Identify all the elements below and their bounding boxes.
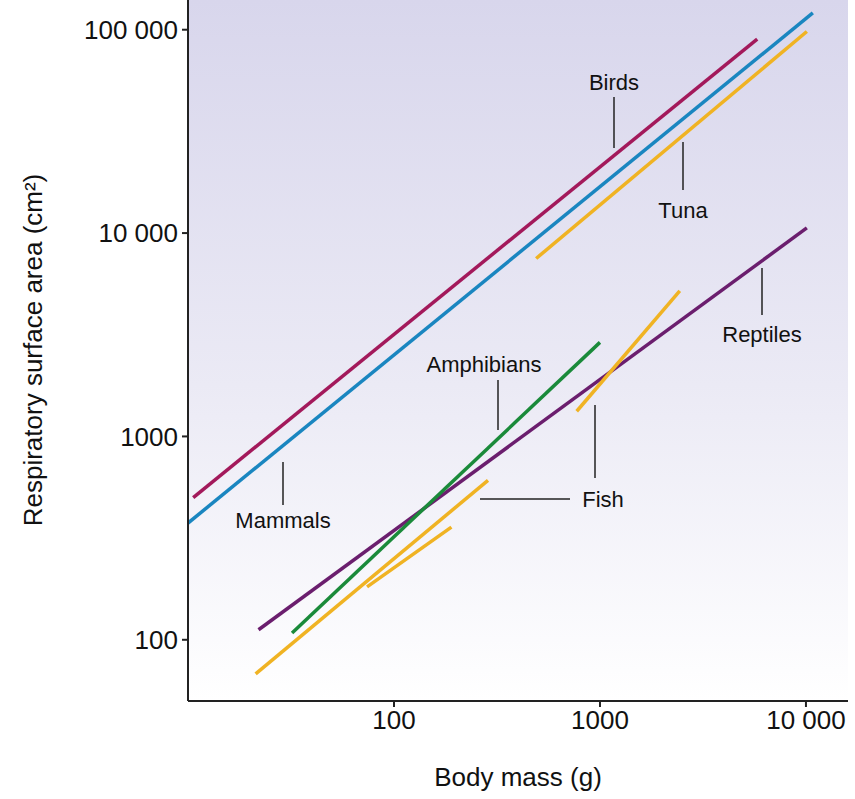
svg-text:1000: 1000 xyxy=(120,422,178,452)
svg-text:10 000: 10 000 xyxy=(98,218,178,248)
svg-text:Tuna: Tuna xyxy=(658,198,708,223)
svg-text:Reptiles: Reptiles xyxy=(722,322,801,347)
svg-text:100: 100 xyxy=(372,705,415,735)
svg-text:10 000: 10 000 xyxy=(766,705,846,735)
svg-text:Mammals: Mammals xyxy=(235,508,330,533)
svg-text:Fish: Fish xyxy=(582,487,624,512)
svg-text:100: 100 xyxy=(135,625,178,655)
svg-text:Respiratory surface area (cm²): Respiratory surface area (cm²) xyxy=(18,174,48,527)
svg-text:Body mass (g): Body mass (g) xyxy=(434,762,602,792)
svg-text:100 000: 100 000 xyxy=(84,15,178,45)
svg-text:Birds: Birds xyxy=(589,70,639,95)
svg-text:1000: 1000 xyxy=(571,705,629,735)
svg-text:Amphibians: Amphibians xyxy=(427,352,542,377)
